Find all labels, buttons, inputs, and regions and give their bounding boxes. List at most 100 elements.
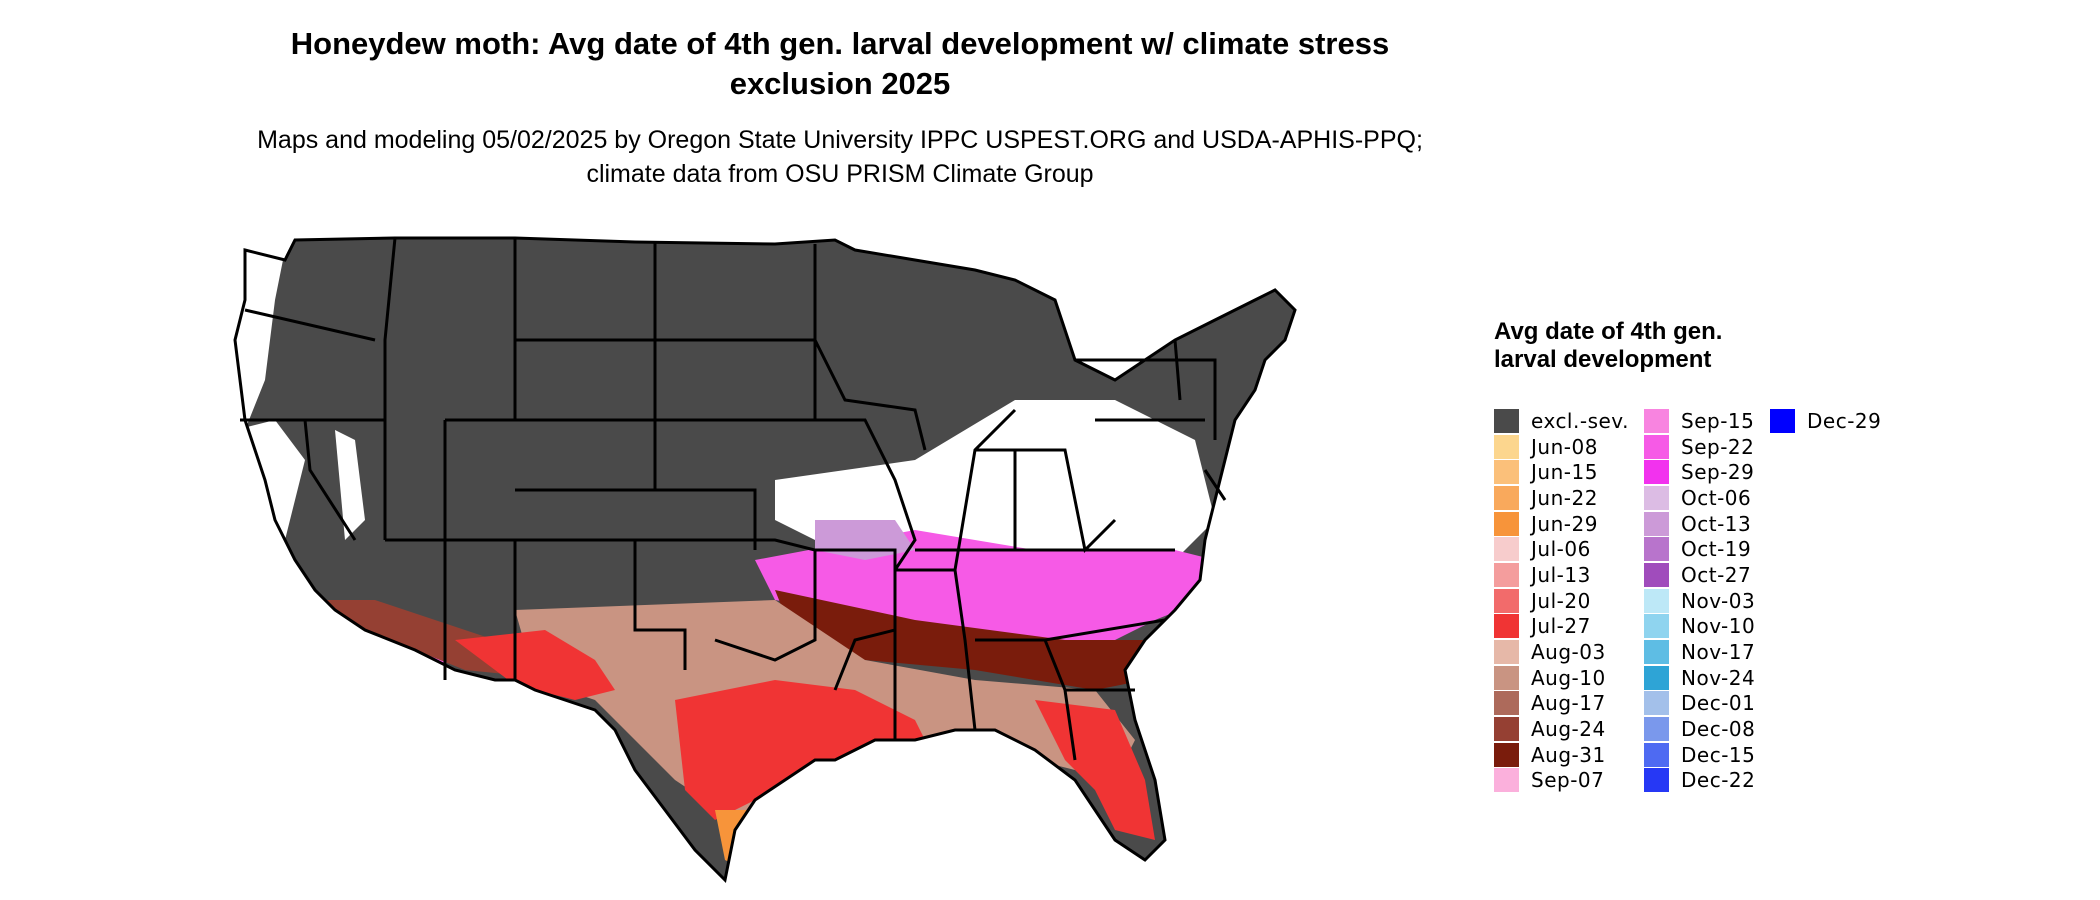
legend-swatch [1644, 562, 1669, 587]
legend-label: excl.-sev. [1531, 408, 1629, 433]
legend-label: Aug-31 [1531, 742, 1606, 767]
legend-label: Dec-15 [1681, 742, 1756, 767]
legend-label: Dec-01 [1681, 691, 1756, 716]
legend-item: Nov-10 [1644, 614, 1755, 640]
legend-label: Jul-20 [1531, 588, 1591, 613]
legend-swatch [1644, 537, 1669, 562]
legend-label: Jun-15 [1531, 460, 1598, 485]
legend-swatch [1494, 588, 1519, 613]
legend-item: Nov-17 [1644, 639, 1755, 665]
legend-item: Nov-24 [1644, 665, 1755, 691]
legend-label: Jun-08 [1531, 434, 1598, 459]
legend-item: Oct-13 [1644, 511, 1755, 537]
legend-label: Aug-24 [1531, 717, 1606, 742]
legend-item: Jul-06 [1494, 536, 1629, 562]
legend-item: Jul-20 [1494, 588, 1629, 614]
legend-swatch [1494, 460, 1519, 485]
legend-item: Sep-29 [1644, 459, 1755, 485]
legend-item: Oct-06 [1644, 485, 1755, 511]
legend-swatch [1644, 640, 1669, 665]
legend-item: Dec-15 [1644, 742, 1755, 768]
map-fill-layer [235, 238, 1295, 880]
legend-label: Dec-08 [1681, 717, 1756, 742]
legend-item: Jul-13 [1494, 562, 1629, 588]
legend-swatch [1494, 485, 1519, 510]
legend-swatch [1494, 562, 1519, 587]
legend-swatch [1644, 717, 1669, 742]
state-boundaries [233, 236, 1297, 884]
legend-item: Dec-29 [1770, 408, 1881, 434]
legend-label: Nov-10 [1681, 614, 1756, 639]
legend-item: Aug-31 [1494, 742, 1629, 768]
legend-label: Jul-13 [1531, 562, 1591, 587]
legend-item: Nov-03 [1644, 588, 1755, 614]
legend-label: Nov-24 [1681, 665, 1756, 690]
legend-label: Dec-29 [1807, 408, 1882, 433]
legend-label: Aug-03 [1531, 640, 1606, 665]
legend-swatch [1770, 408, 1795, 433]
legend-item: Dec-08 [1644, 716, 1755, 742]
legend-label: Sep-22 [1681, 434, 1755, 459]
legend-item: Aug-03 [1494, 639, 1629, 665]
legend-swatch [1494, 614, 1519, 639]
legend-swatch [1644, 434, 1669, 459]
us-climate-map [233, 236, 1297, 884]
legend-item: excl.-sev. [1494, 408, 1629, 434]
legend-swatch [1494, 717, 1519, 742]
legend-item: Dec-22 [1644, 768, 1755, 794]
legend-swatch [1644, 614, 1669, 639]
legend-swatch [1644, 408, 1669, 433]
legend-label: Sep-07 [1531, 768, 1605, 793]
legend-label: Jul-06 [1531, 537, 1591, 562]
legend-swatch [1494, 434, 1519, 459]
legend-item: Dec-01 [1644, 691, 1755, 717]
legend-label: Jul-27 [1531, 614, 1591, 639]
legend-swatch [1644, 691, 1669, 716]
legend-label: Dec-22 [1681, 768, 1756, 793]
legend-swatch [1644, 768, 1669, 793]
map-subtitle: Maps and modeling 05/02/2025 by Oregon S… [257, 126, 1423, 188]
legend-swatch [1494, 768, 1519, 793]
legend-swatch [1494, 742, 1519, 767]
legend-swatch [1494, 408, 1519, 433]
legend-item: Oct-19 [1644, 536, 1755, 562]
legend-swatch [1644, 485, 1669, 510]
legend-label: Oct-13 [1681, 511, 1752, 536]
legend-item: Jun-29 [1494, 511, 1629, 537]
legend-label: Jun-29 [1531, 511, 1598, 536]
legend-column-3: Dec-29 [1770, 408, 1881, 434]
legend-item: Jun-15 [1494, 459, 1629, 485]
legend-label: Oct-19 [1681, 537, 1752, 562]
legend-label: Oct-06 [1681, 485, 1752, 510]
legend-swatch [1494, 665, 1519, 690]
legend-swatch [1644, 588, 1669, 613]
legend-swatch [1644, 511, 1669, 536]
legend-label: Nov-17 [1681, 640, 1756, 665]
legend-swatch [1644, 742, 1669, 767]
legend-item: Jul-27 [1494, 614, 1629, 640]
legend-item: Sep-15 [1644, 408, 1755, 434]
legend-item: Sep-07 [1494, 768, 1629, 794]
legend-label: Sep-29 [1681, 460, 1755, 485]
legend-label: Nov-03 [1681, 588, 1756, 613]
legend-label: Oct-27 [1681, 562, 1752, 587]
legend-swatch [1644, 665, 1669, 690]
legend-swatch [1494, 511, 1519, 536]
map-title: Honeydew moth: Avg date of 4th gen. larv… [290, 26, 1390, 101]
legend-column-1: excl.-sev. Jun-08 Jun-15 Jun-22 Jun-29 J… [1494, 408, 1629, 793]
legend-item: Aug-10 [1494, 665, 1629, 691]
legend-item: Jun-08 [1494, 434, 1629, 460]
legend-swatch [1644, 460, 1669, 485]
legend-item: Oct-27 [1644, 562, 1755, 588]
legend-label: Aug-17 [1531, 691, 1606, 716]
legend-label: Jun-22 [1531, 485, 1598, 510]
legend-item: Jun-22 [1494, 485, 1629, 511]
legend-label: Sep-15 [1681, 408, 1755, 433]
legend-title: Avg date of 4th gen. larval development [1494, 318, 1723, 373]
legend-item: Sep-22 [1644, 434, 1755, 460]
legend-swatch [1494, 537, 1519, 562]
legend-column-2: Sep-15 Sep-22 Sep-29 Oct-06 Oct-13 Oct-1… [1644, 408, 1755, 793]
legend-swatch [1494, 691, 1519, 716]
legend-label: Aug-10 [1531, 665, 1606, 690]
legend-swatch [1494, 640, 1519, 665]
